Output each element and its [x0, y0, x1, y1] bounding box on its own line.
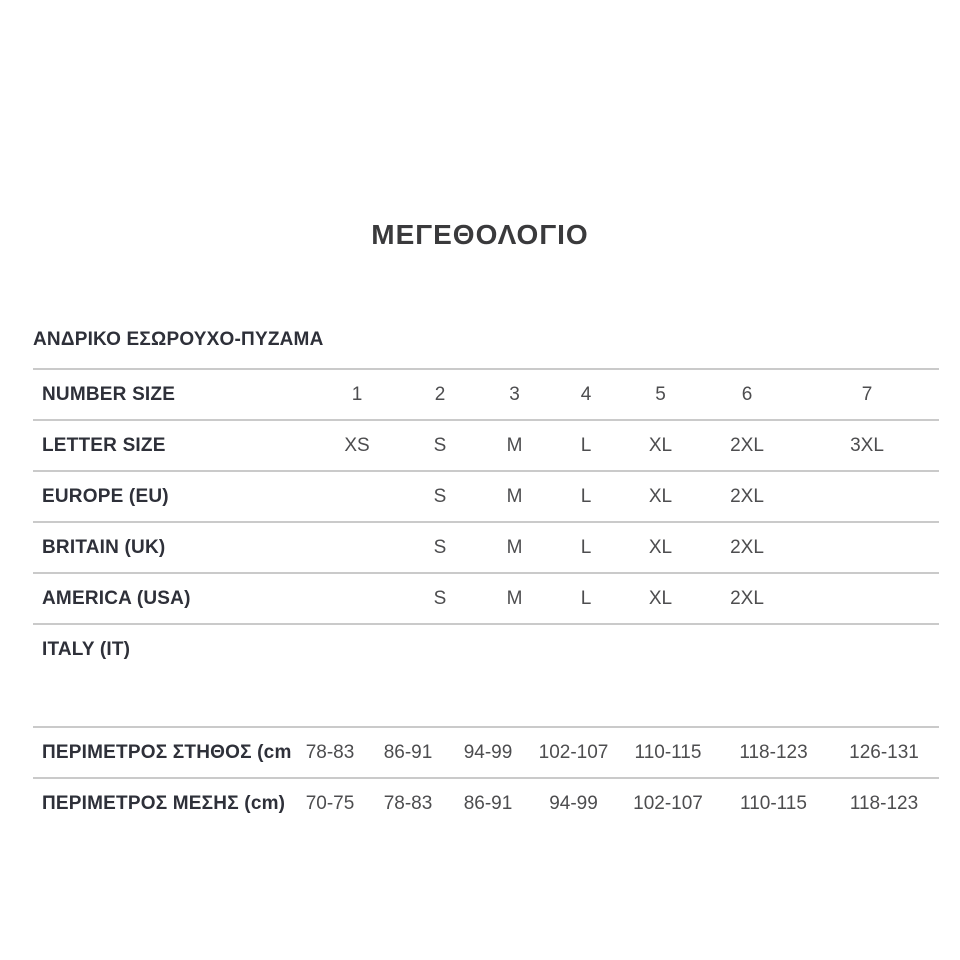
size-cell: XS: [344, 434, 370, 456]
size-cell: S: [433, 536, 447, 558]
size-cell: XL: [648, 485, 673, 507]
measurement-cell: 118-123: [739, 741, 808, 763]
size-cell: [313, 522, 401, 573]
size-cell: 1: [351, 383, 363, 405]
table-row-chest: ΠΕΡΙΜΕΤΡΟΣ ΣΤΗΘΟΣ (cm) 78-83 86-91 94-99…: [33, 727, 939, 778]
measurement-cell: 78-83: [383, 793, 433, 814]
size-cell: 2XL: [730, 434, 764, 456]
measurement-cell: 86-91: [463, 793, 513, 814]
size-cell: [795, 471, 939, 522]
measurement-cell: 126-131: [849, 741, 919, 763]
row-label: EUROPE (EU): [42, 485, 169, 507]
size-cell: M: [506, 536, 523, 558]
size-cell: XL: [648, 536, 673, 558]
size-cell: 4: [580, 383, 592, 405]
size-cell: M: [506, 587, 523, 609]
size-cell: [550, 624, 622, 675]
page-title: ΜΕΓΕΘΟΛΟΓΙΟ: [371, 219, 589, 250]
row-label: NUMBER SIZE: [42, 383, 176, 405]
size-cell: [479, 624, 550, 675]
size-cell: M: [506, 485, 523, 507]
measurement-cell: 110-115: [740, 793, 807, 814]
size-cell: S: [433, 485, 447, 507]
size-cell: 2XL: [730, 485, 764, 507]
table-row-europe: EUROPE (EU) S M L XL 2XL: [33, 471, 939, 522]
size-cell: L: [580, 434, 592, 456]
table-row-italy: ITALY (IT): [33, 624, 939, 675]
table-row-waist: ΠΕΡΙΜΕΤΡΟΣ ΜΕΣΗΣ (cm) 70-75 78-83 86-91 …: [33, 778, 939, 829]
size-cell: 5: [655, 383, 666, 405]
size-cell: 2XL: [730, 536, 764, 558]
row-label: BRITAIN (UK): [42, 536, 166, 558]
row-label: LETTER SIZE: [42, 434, 166, 456]
measurement-cell: 94-99: [549, 793, 598, 814]
size-cell: S: [433, 434, 447, 456]
size-cell: [313, 573, 401, 624]
size-cell: [313, 471, 401, 522]
measurement-cell: 110-115: [634, 741, 702, 763]
size-cell: 3: [509, 383, 520, 405]
table-row-america: AMERICA (USA) S M L XL 2XL: [33, 573, 939, 624]
row-label: ΠΕΡΙΜΕΤΡΟΣ ΜΕΣΗΣ (cm): [42, 793, 286, 814]
size-cell: XL: [648, 587, 673, 609]
row-label: AMERICA (USA): [42, 587, 191, 609]
size-cell: [622, 624, 699, 675]
measurement-cell: 86-91: [383, 741, 433, 763]
size-guide-content: ΑΝΔΡΙΚΟ ΕΣΩΡΟΥΧΟ-ΠΥΖΑΜΑ NUMBER SIZE 1 2 …: [33, 330, 939, 829]
size-cell: XL: [648, 434, 673, 456]
measurement-cell: 94-99: [463, 741, 513, 763]
size-cell: L: [580, 485, 592, 507]
measurement-cell: 118-123: [849, 793, 919, 814]
row-label: ITALY (IT): [42, 639, 131, 660]
size-cell: [401, 624, 479, 675]
size-conversion-table: NUMBER SIZE 1 2 3 4 5 6 7 LETTER SIZE XS…: [33, 368, 939, 675]
size-cell: [795, 624, 939, 675]
size-cell: [795, 573, 939, 624]
size-cell: 6: [741, 383, 753, 405]
section-title: ΑΝΔΡΙΚΟ ΕΣΩΡΟΥΧΟ-ΠΥΖΑΜΑ: [33, 329, 324, 350]
size-cell: L: [580, 536, 592, 558]
measurement-cell: 102-107: [538, 741, 609, 763]
table-row-britain: BRITAIN (UK) S M L XL 2XL: [33, 522, 939, 573]
size-cell: 3XL: [850, 434, 884, 456]
body-measurements-table: ΠΕΡΙΜΕΤΡΟΣ ΣΤΗΘΟΣ (cm) 78-83 86-91 94-99…: [33, 726, 939, 829]
size-cell: 2: [434, 383, 446, 405]
size-cell: [699, 624, 795, 675]
table-row-letter-size: LETTER SIZE XS S M L XL 2XL 3XL: [33, 420, 939, 471]
size-cell: L: [580, 587, 592, 609]
size-cell: [313, 624, 401, 675]
row-label: ΠΕΡΙΜΕΤΡΟΣ ΣΤΗΘΟΣ (cm): [42, 741, 291, 763]
size-cell: 2XL: [730, 587, 764, 609]
size-cell: S: [433, 587, 447, 609]
measurement-cell: 102-107: [633, 793, 703, 814]
table-row-number-size: NUMBER SIZE 1 2 3 4 5 6 7: [33, 369, 939, 420]
size-cell: 7: [861, 383, 873, 405]
size-cell: [795, 522, 939, 573]
measurement-cell: 78-83: [305, 741, 355, 763]
measurement-cell: 70-75: [305, 793, 355, 814]
size-cell: M: [506, 434, 523, 456]
